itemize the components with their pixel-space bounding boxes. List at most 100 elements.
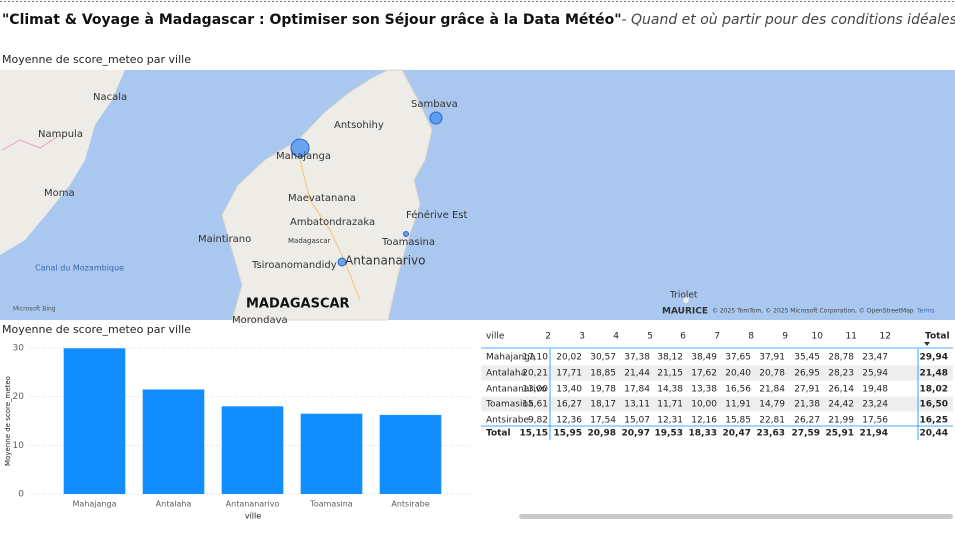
map-label: Antananarivo	[345, 254, 426, 268]
table-cell: 14,38	[657, 385, 683, 395]
map-bubble	[429, 111, 443, 125]
map-label: Triolet	[669, 291, 698, 301]
scrollbar[interactable]	[519, 514, 953, 519]
table-cell: 21,15	[657, 369, 683, 379]
map-road	[299, 159, 361, 301]
table-cell: 28,78	[828, 353, 854, 363]
table-cell: 20,47	[723, 429, 751, 439]
table-cell: 21,94	[860, 429, 888, 439]
table-header: 12	[880, 332, 891, 342]
table-cell: 16,56	[725, 385, 751, 395]
map-land-madagascar	[221, 69, 433, 321]
map-label: Mahajanga	[276, 151, 331, 162]
map-border	[1, 134, 61, 151]
map-island	[683, 297, 689, 303]
map-terms[interactable]: Terms	[916, 308, 935, 315]
table-cell: Antalaha	[486, 369, 526, 379]
table-cell: 20,44	[920, 429, 948, 439]
x-tick-label: Mahajanga	[73, 500, 117, 509]
map-label: Canal du Mozambique	[35, 264, 124, 273]
table-cell: 17,56	[862, 416, 888, 426]
table-cell: 12,36	[556, 416, 582, 426]
table-header: ville	[486, 332, 505, 342]
table-cell: 30,57	[590, 353, 616, 363]
map-bubble	[337, 257, 347, 267]
map-attribution: © 2025 TomTom, © 2025 Microsoft Corporat…	[712, 308, 914, 315]
map-label: Morondava	[232, 315, 288, 326]
table-cell: 37,65	[725, 353, 751, 363]
table-cell: 17,71	[556, 369, 582, 379]
table-cell: 35,45	[794, 353, 820, 363]
table-cell: 21,48	[920, 369, 948, 379]
table-header: 6	[680, 332, 686, 342]
table-cell: 38,12	[657, 353, 683, 363]
table-cell: 20,78	[759, 369, 785, 379]
table-cell: 9,82	[528, 416, 548, 426]
map-water	[0, 70, 955, 320]
table-cell: 37,38	[624, 353, 650, 363]
table-cell: 12,31	[657, 416, 683, 426]
row-band	[481, 396, 953, 412]
bar	[379, 414, 442, 494]
table-header: 5	[647, 332, 653, 342]
table-cell: 17,54	[590, 416, 616, 426]
title-sub: - Quand et où partir pour des conditions…	[622, 12, 955, 28]
table-header: 11	[846, 332, 857, 342]
table-cell: 16,50	[920, 400, 948, 410]
table-cell: 19,53	[655, 429, 683, 439]
x-axis-title: ville	[245, 512, 261, 521]
table-cell: 18,33	[689, 429, 717, 439]
map-label: Moma	[44, 188, 75, 199]
map: Nacala Nampula Moma Antsohihy Sambava Ma…	[0, 69, 955, 326]
map-label: Maintirano	[198, 234, 251, 245]
table-header: 4	[613, 332, 619, 342]
table-header: 10	[812, 332, 824, 342]
table-cell: 23,63	[757, 429, 785, 439]
table-cell: 17,84	[624, 385, 650, 395]
y-axis-title: Moyenne de score_meteo	[4, 376, 12, 466]
table-cell: 21,84	[759, 385, 785, 395]
map-label: Fénérive Est	[406, 209, 468, 221]
map-label: Tsiroanomandidy	[251, 260, 337, 271]
table-cell: 20,02	[556, 353, 582, 363]
table-cell: 20,21	[522, 369, 548, 379]
table-cell: 21,44	[624, 369, 650, 379]
table-cell: 16,25	[920, 416, 948, 426]
row-band	[481, 365, 953, 381]
map-label: MADAGASCAR	[246, 297, 350, 312]
table-header: 8	[748, 332, 754, 342]
table-cell: 26,27	[794, 416, 820, 426]
table-cell: 15,95	[554, 429, 582, 439]
map-title: Moyenne de score_meteo par ville	[2, 53, 191, 66]
bar-chart: 0 10 20 30 Mahajanga Antalaha Antananarivo Toam…	[13, 344, 470, 509]
sort-indicator	[924, 342, 930, 346]
table-cell: 27,91	[794, 385, 820, 395]
title-main: "Climat & Voyage à Madagascar : Optimise…	[2, 12, 622, 28]
table-cell: 22,81	[759, 416, 785, 426]
table-cell: 25,94	[862, 369, 888, 379]
chart-title: Moyenne de score_meteo par ville	[2, 323, 191, 336]
table-cell: 10,00	[691, 400, 717, 410]
map-label: Nacala	[93, 92, 127, 103]
table-cell: 16,27	[556, 400, 582, 410]
map-label: Antsohihy	[334, 120, 384, 131]
bar	[63, 348, 126, 494]
table-cell: 14,79	[759, 400, 785, 410]
table-header: 7	[714, 332, 720, 342]
table-cell: 15,61	[522, 400, 548, 410]
table-header: 9	[782, 332, 788, 342]
page-title: "Climat & Voyage à Madagascar : Optimise…	[2, 12, 955, 28]
map-label: Sambava	[411, 99, 458, 110]
table-cell: 18,02	[920, 385, 948, 395]
table-header: 2	[545, 332, 551, 342]
map-bubble	[290, 138, 310, 158]
table-cell: Total	[486, 429, 511, 439]
map-bubble	[403, 231, 409, 237]
table-cell: 21,38	[794, 400, 820, 410]
y-tick-label: 10	[13, 441, 25, 451]
table-cell: 18,85	[590, 369, 616, 379]
table-cell: 11,91	[725, 400, 751, 410]
x-tick-label: Toamasina	[309, 500, 352, 509]
map-label: Ambatondrazaka	[290, 217, 375, 228]
